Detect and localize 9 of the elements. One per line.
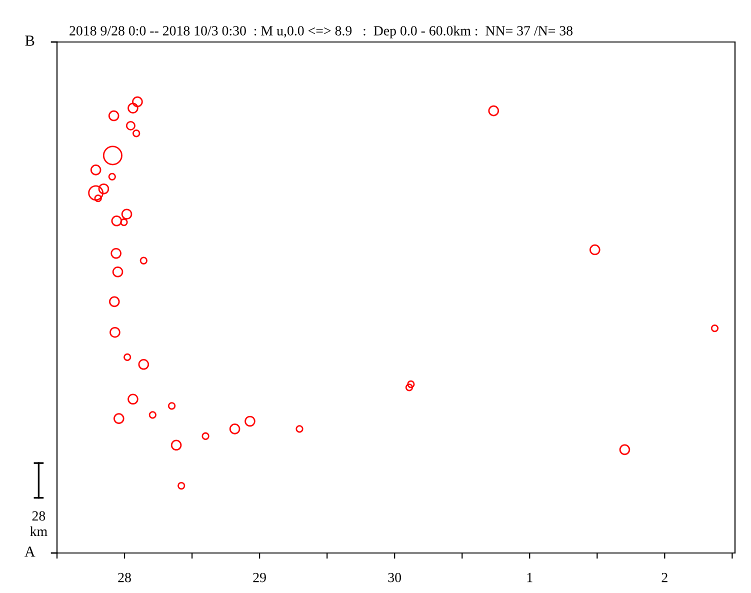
text: B bbox=[25, 36, 34, 46]
x-tick-label: 1 bbox=[527, 572, 532, 582]
text: 28 km bbox=[30, 511, 48, 536]
x-tick-label: 2 bbox=[662, 572, 668, 582]
x-tick-label: 29 bbox=[253, 572, 266, 582]
x-tick-label: 30 bbox=[388, 572, 402, 582]
chart-title: 2018 9/28 0:0 -- 2018 10/3 0:30 : M u,0.0 <=> 8.9 : Dep 0.0 - 60.0km : NN= 37 /N= 38 bbox=[70, 26, 573, 38]
text: A bbox=[24, 546, 36, 557]
x-tick-label: 28 bbox=[118, 572, 131, 582]
